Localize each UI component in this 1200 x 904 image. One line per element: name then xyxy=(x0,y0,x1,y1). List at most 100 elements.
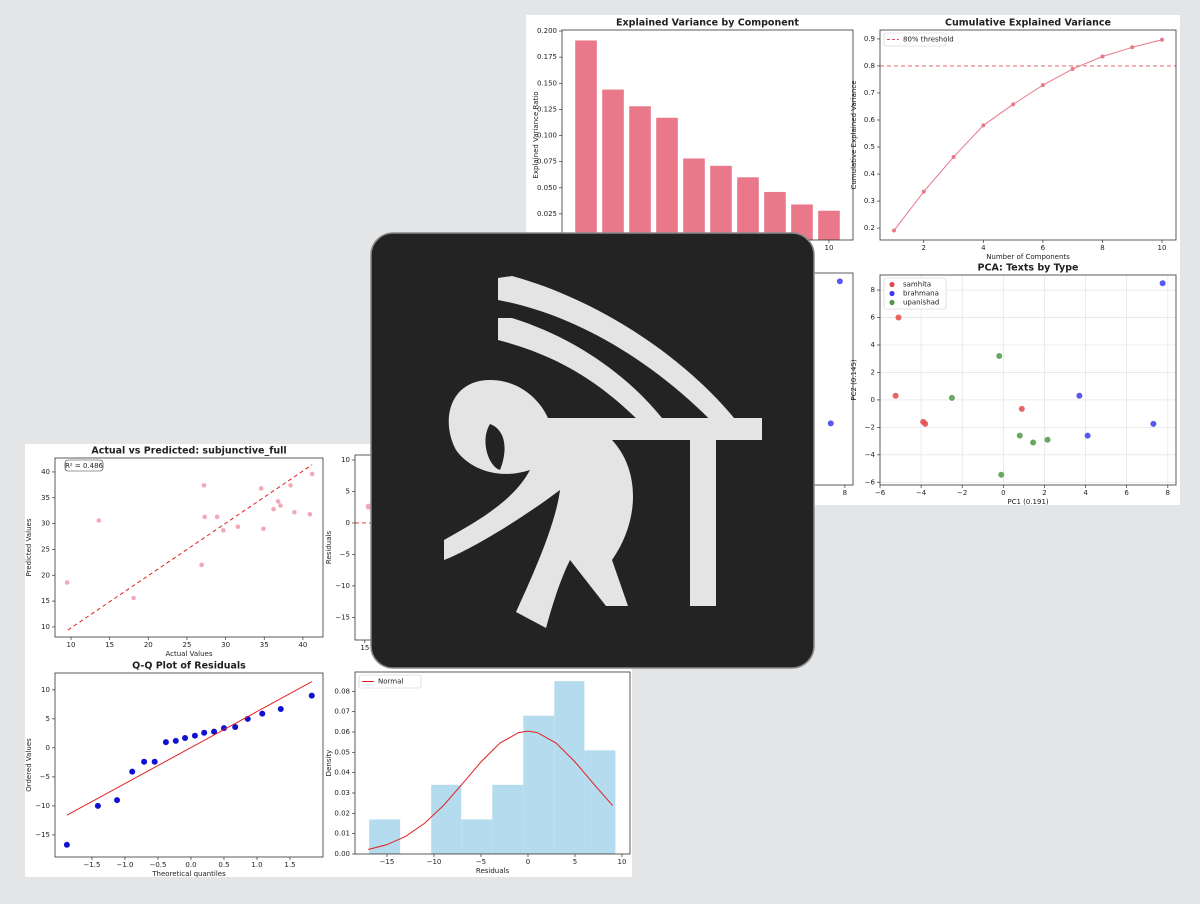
bar xyxy=(656,117,678,240)
chart-title: Actual vs Predicted: subjunctive_full xyxy=(91,446,286,457)
line xyxy=(893,39,1163,231)
x-tick-label: 0 xyxy=(1001,489,1005,497)
x-tick-label: 6 xyxy=(1041,244,1046,252)
x-tick-label: 40 xyxy=(298,641,307,649)
bar xyxy=(629,106,651,241)
histogram-bar xyxy=(584,750,616,854)
y-tick-label: 0.050 xyxy=(537,184,557,192)
histogram-bar xyxy=(461,819,493,854)
x-tick-label: −4 xyxy=(916,489,927,497)
y-tick-label: 10 xyxy=(41,623,50,631)
x-tick-label: 15 xyxy=(360,644,369,652)
y-tick-label: 0.4 xyxy=(864,170,876,178)
x-axis-label: Number of Components xyxy=(986,253,1070,261)
histogram-bar xyxy=(369,819,401,854)
y-tick-label: −6 xyxy=(865,478,876,486)
y-tick-label: 40 xyxy=(41,468,50,476)
point xyxy=(202,514,208,520)
y-tick-label: 0 xyxy=(346,519,350,527)
y-axis-label: Cumulative Explained Variance xyxy=(850,80,858,189)
subplot: 2468100.0250.0500.0750.1000.1250.1500.17… xyxy=(532,18,854,252)
x-tick-label: 10 xyxy=(67,641,76,649)
glyph-stroke xyxy=(498,276,742,432)
point xyxy=(288,483,293,488)
y-tick-label: −10 xyxy=(35,802,50,810)
point xyxy=(996,352,1003,359)
x-tick-label: 25 xyxy=(182,641,191,649)
y-tick-label: 35 xyxy=(41,494,50,502)
x-axis-label: Residuals xyxy=(476,867,510,875)
x-tick-label: 6 xyxy=(1124,489,1129,497)
y-tick-label: −15 xyxy=(335,613,350,621)
x-tick-label: 2 xyxy=(1042,489,1046,497)
x-tick-label: −0.5 xyxy=(149,861,166,869)
y-tick-label: −2 xyxy=(865,423,875,431)
y-axis-label: Explained Variance Ratio xyxy=(532,91,540,178)
y-tick-label: −4 xyxy=(865,451,876,459)
x-axis-label: PC1 (0.191) xyxy=(1007,498,1049,506)
point xyxy=(235,524,241,530)
y-tick-label: 0.02 xyxy=(334,809,350,817)
y-tick-label: 8 xyxy=(871,286,875,294)
y-tick-label: 0.9 xyxy=(864,35,875,43)
y-tick-label: 0.04 xyxy=(334,769,350,777)
legend-label: Normal xyxy=(378,678,403,686)
y-tick-label: 10 xyxy=(41,686,50,694)
y-tick-label: 0.06 xyxy=(334,728,350,736)
point xyxy=(921,189,926,194)
x-tick-label: −2 xyxy=(957,489,967,497)
y-tick-label: −15 xyxy=(35,831,50,839)
y-tick-label: 0.200 xyxy=(537,27,557,35)
point xyxy=(948,394,955,401)
x-tick-label: 2 xyxy=(922,244,926,252)
y-tick-label: 0.03 xyxy=(334,789,350,797)
y-tick-label: 0.2 xyxy=(864,224,875,232)
point xyxy=(1016,432,1023,439)
point xyxy=(275,499,281,504)
x-axis-label: Actual Values xyxy=(165,650,212,658)
bar xyxy=(683,158,705,240)
point xyxy=(211,728,218,735)
fit-line xyxy=(67,464,313,631)
point xyxy=(1130,45,1135,50)
point xyxy=(220,528,226,533)
point xyxy=(1150,420,1157,427)
axes-frame xyxy=(879,29,1177,241)
point xyxy=(307,512,313,517)
x-tick-label: 35 xyxy=(260,641,269,649)
point xyxy=(232,723,239,730)
point xyxy=(827,420,834,427)
point xyxy=(141,758,148,765)
y-tick-label: 0.025 xyxy=(537,210,557,218)
x-tick-label: −10 xyxy=(427,858,442,866)
y-tick-label: 5 xyxy=(46,715,50,723)
point xyxy=(96,518,102,523)
annotation: R² = 0.486 xyxy=(65,462,104,470)
chart-title: Explained Variance by Component xyxy=(616,18,799,29)
x-tick-label: −15 xyxy=(380,858,395,866)
y-tick-label: 20 xyxy=(41,571,50,579)
chart-title: Q-Q Plot of Residuals xyxy=(132,661,246,672)
point xyxy=(278,503,283,508)
point xyxy=(292,509,297,515)
axes-frame xyxy=(879,274,1177,486)
x-tick-label: 0.5 xyxy=(218,861,229,869)
axes-frame xyxy=(54,672,324,858)
point xyxy=(94,802,101,809)
point xyxy=(258,486,264,491)
subplot: −1.5 −1.0 −0.5 0.0 0.5 1.0 1.5 −15 −10 −5 0 5 10 Q-Q … xyxy=(25,661,324,878)
x-tick-label: 0 xyxy=(526,858,530,866)
y-tick-label: −5 xyxy=(340,550,350,558)
y-tick-label: 0.00 xyxy=(334,850,350,858)
y-tick-label: 0.100 xyxy=(537,132,557,140)
point xyxy=(201,729,208,736)
bar xyxy=(710,165,732,240)
y-tick-label: 2 xyxy=(871,368,875,376)
y-tick-label: 0.07 xyxy=(334,708,350,716)
point xyxy=(1084,432,1091,439)
point xyxy=(271,506,276,512)
point xyxy=(182,735,189,742)
bar xyxy=(764,191,786,240)
point xyxy=(895,314,902,321)
